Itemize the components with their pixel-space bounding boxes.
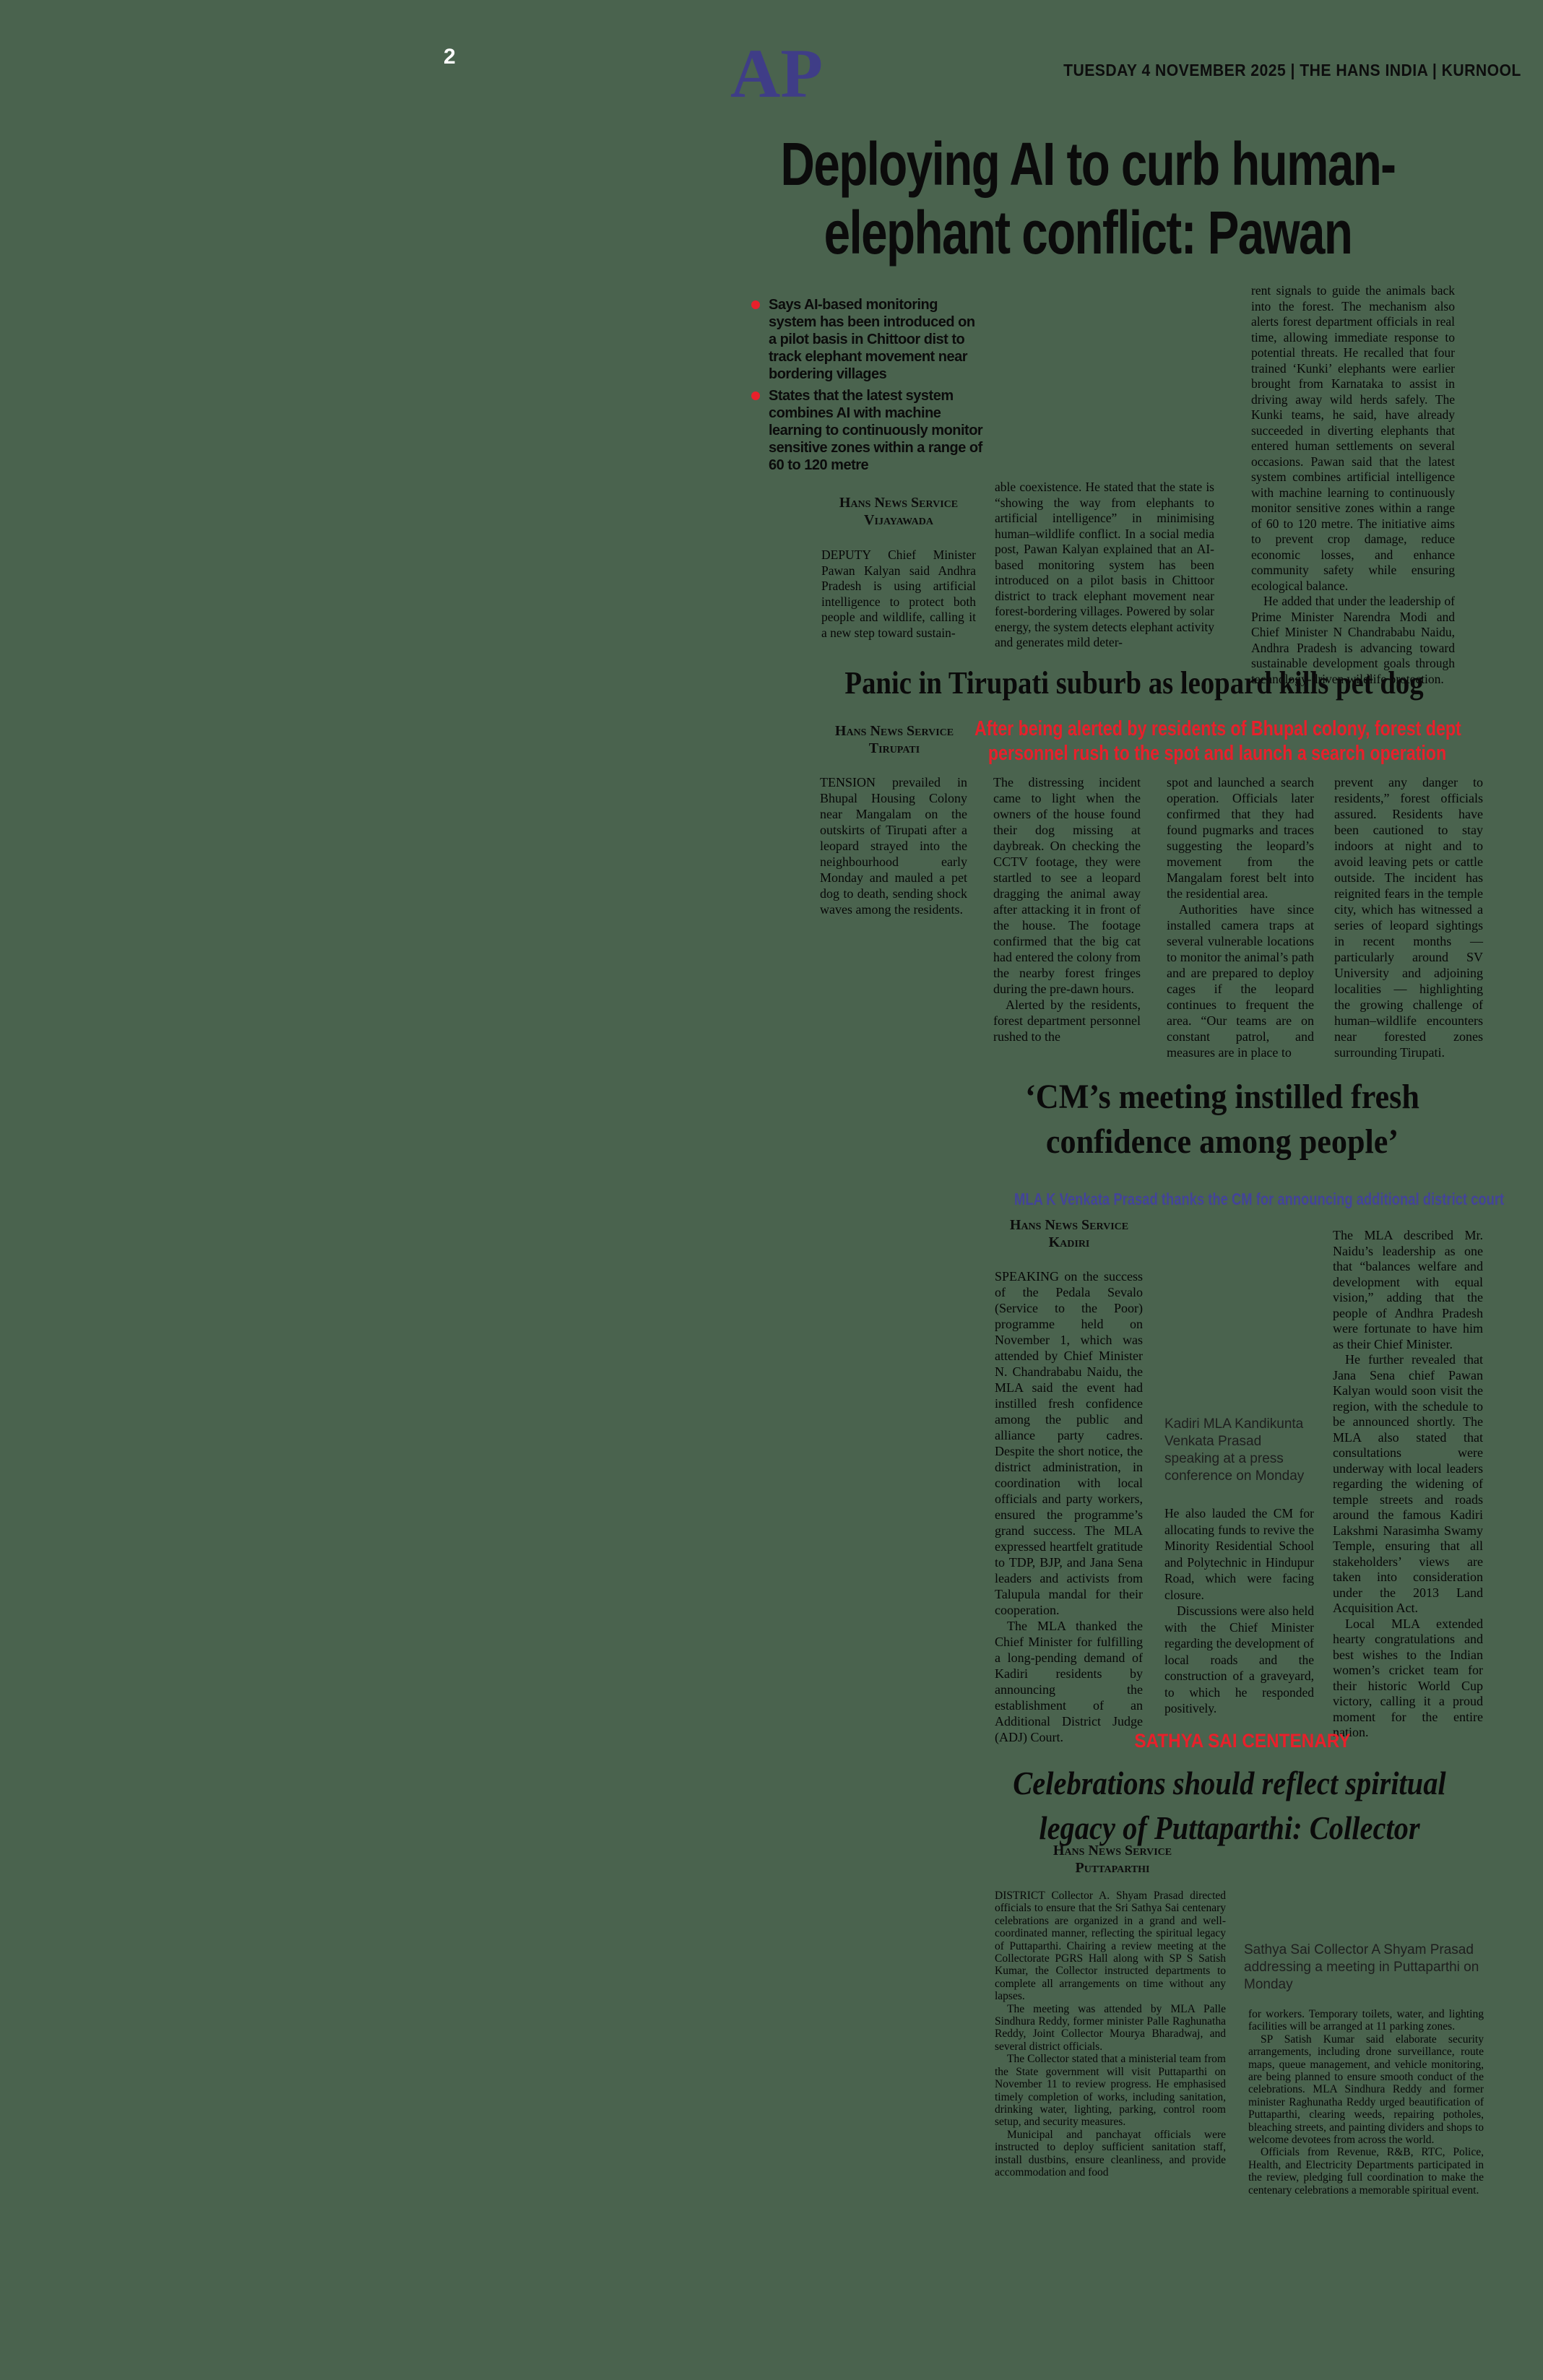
byline-agency: Hans News Service: [834, 723, 954, 739]
body-column: DISTRICT Collector A. Shyam Prasad direc…: [995, 1890, 1226, 2178]
headline-line: Panic in Tirupati suburb as leopard kill…: [844, 665, 1424, 701]
article-3-subhead: MLA K Venkata Prasad thanks the CM for a…: [962, 1189, 1505, 1209]
article-1-headline: Deploying AI to curb human- elephant con…: [640, 130, 1536, 267]
byline-place: Tirupati: [868, 740, 920, 756]
paragraph: Authorities have since installed camera …: [1167, 902, 1314, 1060]
article-2-subhead: After being alerted by residents of Bhup…: [914, 717, 1521, 766]
paragraph: He further revealed that Jana Sena chief…: [1333, 1352, 1483, 1615]
paragraph: prevent any danger to residents,” forest…: [1334, 775, 1483, 1060]
paragraph: spot and launched a search operation. Of…: [1167, 775, 1314, 901]
edition-dateline: TUESDAY 4 NOVEMBER 2025 | THE HANS INDIA…: [1063, 61, 1521, 79]
paragraph: The MLA thanked the Chief Minister for f…: [995, 1619, 1143, 1744]
body-column: able coexistence. He stated that the sta…: [995, 480, 1214, 651]
bullet-icon: [751, 300, 760, 309]
body-column: TENSION prevailed in Bhupal Housing Colo…: [820, 774, 967, 917]
body-column: for workers. Temporary toilets, water, a…: [1248, 2008, 1484, 2197]
byline: Hans News Service Puttaparthi: [1034, 1842, 1190, 1877]
headline-line: Deploying AI to curb human-: [780, 130, 1396, 198]
subhead-line: personnel rush to the spot and launch a …: [987, 742, 1447, 765]
paragraph: DISTRICT Collector A. Shyam Prasad direc…: [995, 1890, 1226, 2003]
byline-place: Vijayawada: [864, 512, 933, 528]
paragraph: TENSION prevailed in Bhupal Housing Colo…: [820, 775, 967, 917]
section-kicker: SATHYA SAI CENTENARY: [1004, 1729, 1481, 1752]
kicker-text: SATHYA SAI CENTENARY: [1134, 1730, 1351, 1752]
article-3-headline: ‘CM’s meeting instilled fresh confidence…: [961, 1075, 1484, 1164]
paragraph: Alerted by the residents, forest departm…: [993, 998, 1141, 1044]
summary-bullet: States that the latest system combines A…: [750, 387, 985, 474]
paragraph: able coexistence. He stated that the sta…: [995, 480, 1214, 649]
body-column: He also lauded the CM for allocating fun…: [1164, 1505, 1314, 1717]
bullet-text: States that the latest system combines A…: [769, 388, 983, 473]
headline-line: ‘CM’s meeting instilled fresh: [1025, 1078, 1419, 1116]
summary-bullet: Says AI-based monitoring system has been…: [750, 296, 985, 383]
byline-agency: Hans News Service: [1053, 1843, 1172, 1858]
photo-caption: Sathya Sai Collector A Shyam Prasad addr…: [1244, 1942, 1479, 1992]
headline-line: elephant conflict: Pawan: [824, 199, 1353, 267]
paragraph: SPEAKING on the success of the Pedala Se…: [995, 1269, 1143, 1617]
body-column: spot and launched a search operation. Of…: [1167, 774, 1314, 1060]
paragraph: Discussions were also held with the Chie…: [1164, 1604, 1314, 1715]
headline-line: confidence among people’: [1045, 1122, 1399, 1161]
subhead-line: After being alerted by residents of Bhup…: [974, 717, 1461, 740]
byline: Hans News Service Tirupati: [813, 722, 975, 757]
byline: Hans News Service Vijayawada: [815, 494, 982, 529]
body-column: rent signals to guide the animals back i…: [1251, 283, 1455, 687]
paragraph: Municipal and panchayat officials were i…: [995, 2128, 1226, 2178]
masthead-section-logo: AP: [730, 35, 823, 112]
paragraph: He added that under the leadership of Pr…: [1251, 594, 1455, 686]
paragraph: The MLA described Mr. Naidu’s leadership…: [1333, 1228, 1483, 1351]
byline-agency: Hans News Service: [839, 495, 959, 511]
paragraph: The distressing incident came to light w…: [993, 775, 1141, 996]
body-column: The MLA described Mr. Naidu’s leadership…: [1333, 1228, 1483, 1741]
photo-caption: Kadiri MLA Kandikunta Venkata Prasad spe…: [1164, 1416, 1305, 1484]
subhead-line: MLA K Venkata Prasad thanks the CM for a…: [1014, 1190, 1505, 1208]
paragraph: rent signals to guide the animals back i…: [1251, 283, 1455, 593]
paragraph: He also lauded the CM for allocating fun…: [1164, 1506, 1314, 1602]
headline-line: legacy of Puttaparthi: Collector: [1039, 1809, 1420, 1846]
paragraph: DEPUTY Chief Minister Pawan Kalyan said …: [821, 548, 976, 640]
byline-agency: Hans News Service: [1009, 1217, 1129, 1233]
page-number: 2: [444, 45, 456, 69]
paragraph: Officials from Revenue, R&B, RTC, Police…: [1248, 2146, 1484, 2197]
article-2-headline: Panic in Tirupati suburb as leopard kill…: [793, 663, 1475, 704]
paragraph: SP Satish Kumar said elaborate security …: [1248, 2033, 1484, 2147]
headline-line: Celebrations should reflect spiritual: [1013, 1765, 1446, 1801]
byline-place: Kadiri: [1048, 1234, 1090, 1250]
body-column: prevent any danger to residents,” forest…: [1334, 774, 1483, 1060]
bullet-icon: [751, 391, 760, 400]
byline-place: Puttaparthi: [1075, 1860, 1150, 1876]
byline: Hans News Service Kadiri: [990, 1216, 1149, 1251]
body-column: The distressing incident came to light w…: [993, 774, 1141, 1044]
bullet-text: Says AI-based monitoring system has been…: [769, 297, 975, 382]
paragraph: Local MLA extended hearty congratulation…: [1333, 1616, 1483, 1740]
paragraph: for workers. Temporary toilets, water, a…: [1248, 2008, 1484, 2033]
article-4-headline: Celebrations should reflect spiritual le…: [968, 1761, 1491, 1851]
body-column: DEPUTY Chief Minister Pawan Kalyan said …: [821, 548, 976, 641]
body-column: SPEAKING on the success of the Pedala Se…: [995, 1268, 1143, 1745]
paragraph: The meeting was attended by MLA Palle Si…: [995, 2002, 1226, 2053]
paragraph: The Collector stated that a ministerial …: [995, 2053, 1226, 2129]
